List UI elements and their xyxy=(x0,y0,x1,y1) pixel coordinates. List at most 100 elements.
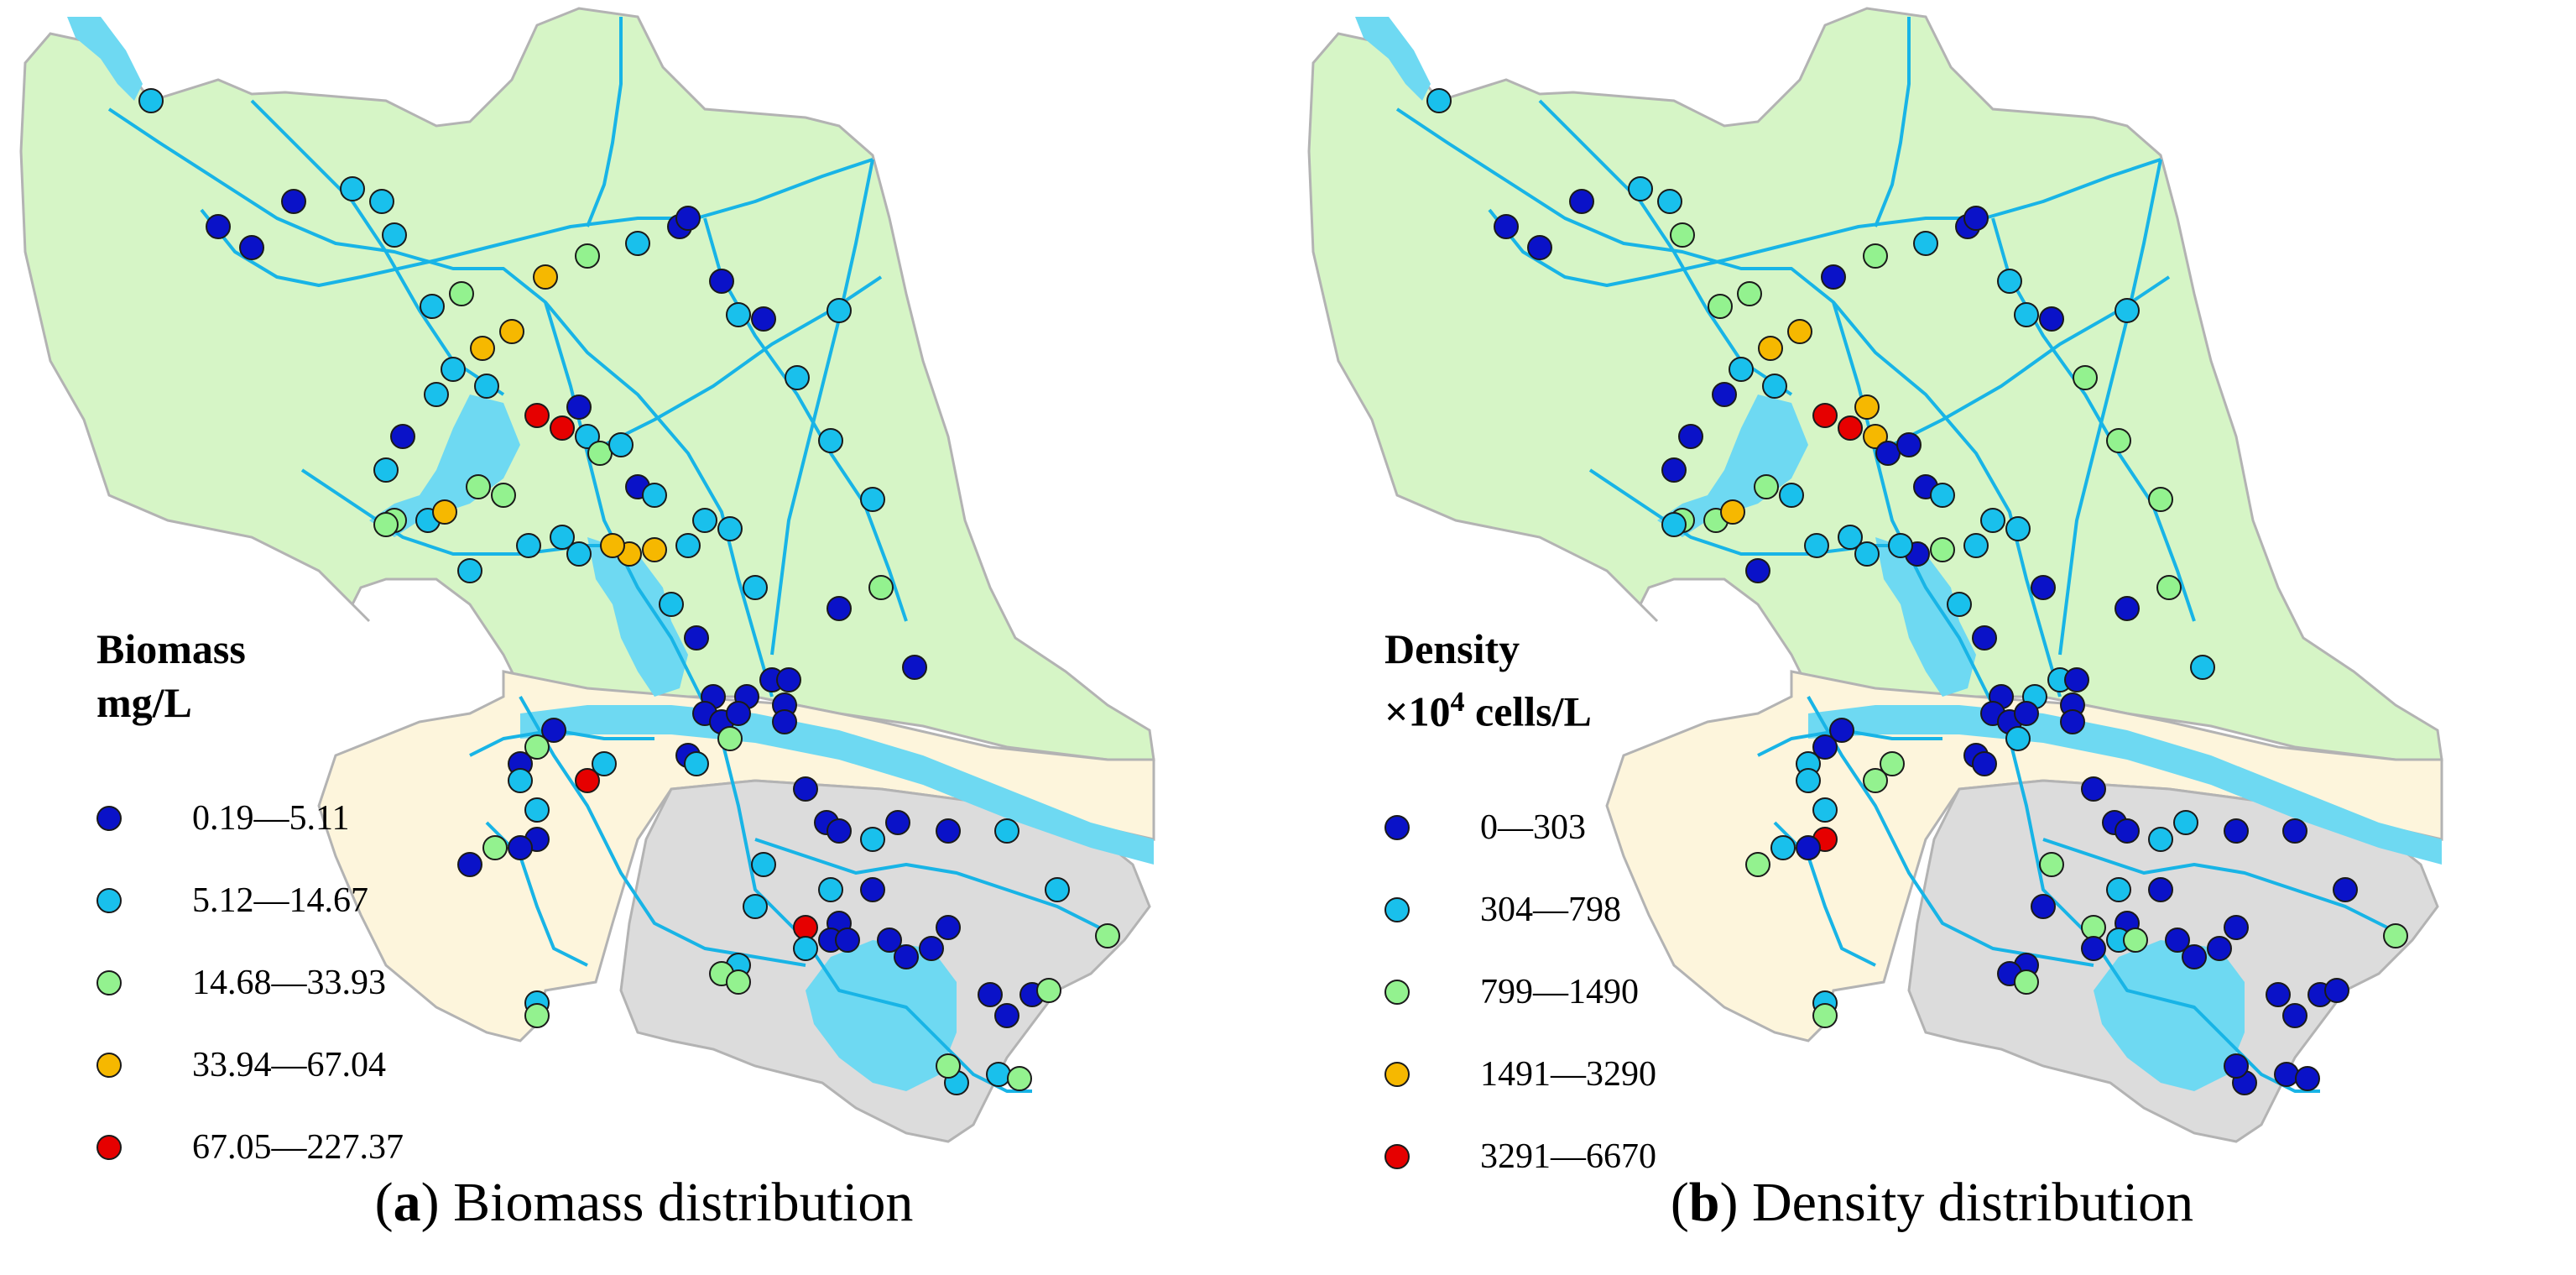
caption-text: Density distribution xyxy=(1752,1172,2194,1233)
sampling-site xyxy=(2081,776,2106,802)
lake-hongze xyxy=(369,395,520,537)
sampling-site xyxy=(1527,235,1552,260)
caption-a: (a) Biomass distribution xyxy=(374,1172,914,1233)
sampling-site xyxy=(1628,176,1653,201)
sampling-site xyxy=(726,302,751,327)
sampling-site xyxy=(2156,575,2182,600)
sampling-site xyxy=(373,457,399,483)
sampling-site xyxy=(751,306,776,332)
sampling-site xyxy=(936,1053,961,1079)
legend-swatch xyxy=(96,1135,122,1160)
sampling-site xyxy=(1007,1066,1032,1091)
sampling-site xyxy=(2182,944,2207,969)
sampling-site xyxy=(994,1003,1019,1028)
river-line xyxy=(2042,838,2396,933)
sampling-site xyxy=(684,625,709,651)
sampling-site xyxy=(2039,306,2064,332)
sampling-site xyxy=(1838,415,1863,441)
sampling-site xyxy=(785,365,810,390)
biomass-map xyxy=(19,7,1155,1143)
sampling-site xyxy=(827,596,852,621)
sampling-site xyxy=(2060,709,2085,734)
sampling-site xyxy=(474,374,499,399)
sampling-site xyxy=(2148,487,2173,512)
legend-item: 799—1490 xyxy=(1384,951,1656,1033)
sampling-site xyxy=(2165,928,2190,953)
sampling-site xyxy=(369,189,394,214)
sampling-site xyxy=(1779,483,1804,508)
legend-item: 3291—6670 xyxy=(1384,1116,1656,1198)
river-line xyxy=(519,696,806,967)
sampling-site xyxy=(2081,936,2106,961)
legend-item: 0—303 xyxy=(1384,786,1656,869)
sampling-site xyxy=(516,533,541,558)
sampling-site xyxy=(1494,214,1519,239)
sampling-site xyxy=(524,1003,550,1028)
sampling-site xyxy=(2014,701,2039,726)
sampling-site xyxy=(936,915,961,940)
sampling-site xyxy=(1863,768,1888,793)
sampling-site xyxy=(138,88,164,113)
sampling-site xyxy=(936,818,961,844)
legend-swatch xyxy=(96,806,122,831)
sampling-site xyxy=(457,558,482,583)
sampling-site xyxy=(575,424,600,449)
sampling-site xyxy=(818,877,843,902)
legend-swatch xyxy=(96,970,122,995)
river-line xyxy=(1874,17,1911,227)
legend-swatch xyxy=(1384,1143,1410,1169)
sampling-site xyxy=(1863,424,1888,449)
sampling-site xyxy=(608,432,634,457)
sampling-site xyxy=(566,395,592,420)
sampling-site xyxy=(550,525,575,550)
sampling-site xyxy=(1829,718,1854,743)
density-map xyxy=(1307,7,2443,1143)
legend-swatch xyxy=(1384,896,1410,922)
lake-luoma xyxy=(1355,17,1431,101)
sampling-site xyxy=(2081,915,2106,940)
sampling-site xyxy=(1036,978,1061,1003)
sampling-site xyxy=(675,206,701,231)
sampling-site xyxy=(2106,877,2131,902)
sampling-site xyxy=(2064,667,2089,692)
river-line xyxy=(586,17,623,227)
sampling-site xyxy=(1758,336,1783,361)
biomass-legend: Biomass mg/L 0.19—5.11 5.12—14.67 14.68—… xyxy=(96,621,404,1189)
sampling-site xyxy=(1678,424,1703,449)
sampling-site xyxy=(239,235,264,260)
sampling-site xyxy=(1737,281,1762,306)
sampling-site xyxy=(1972,751,1997,776)
sampling-site xyxy=(860,487,885,512)
legend-label: 0—303 xyxy=(1480,807,1586,847)
sampling-site xyxy=(835,928,860,953)
sampling-site xyxy=(2039,852,2064,877)
sampling-site xyxy=(659,592,684,617)
sampling-site xyxy=(441,357,466,382)
sampling-site xyxy=(986,1062,1011,1087)
sampling-site xyxy=(793,915,818,940)
sampling-site xyxy=(340,176,365,201)
sampling-site xyxy=(550,415,575,441)
sampling-site xyxy=(877,928,902,953)
sampling-site xyxy=(2173,810,2198,835)
lake-taihu xyxy=(806,940,957,1091)
sampling-site xyxy=(2115,298,2140,323)
sampling-site xyxy=(1796,835,1821,860)
sampling-site xyxy=(776,667,801,692)
legend-swatch xyxy=(96,888,122,913)
sampling-site xyxy=(2224,818,2249,844)
sampling-site xyxy=(1745,852,1770,877)
legend-item: 5.12—14.67 xyxy=(96,860,404,942)
sampling-site xyxy=(1657,189,1682,214)
sampling-site xyxy=(420,294,445,319)
sampling-site xyxy=(470,336,495,361)
sampling-site xyxy=(860,877,885,902)
sampling-site xyxy=(1963,533,1989,558)
sampling-site xyxy=(868,575,894,600)
lake-luoma xyxy=(67,17,143,101)
sampling-site xyxy=(449,281,474,306)
legend-label: 5.12—14.67 xyxy=(192,881,368,920)
sampling-site xyxy=(793,936,818,961)
sampling-site xyxy=(1762,374,1787,399)
sampling-site xyxy=(827,818,852,844)
